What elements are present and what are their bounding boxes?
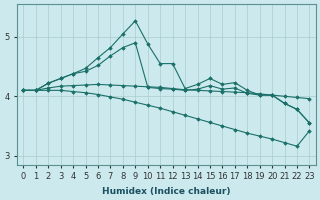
X-axis label: Humidex (Indice chaleur): Humidex (Indice chaleur) [102, 187, 231, 196]
